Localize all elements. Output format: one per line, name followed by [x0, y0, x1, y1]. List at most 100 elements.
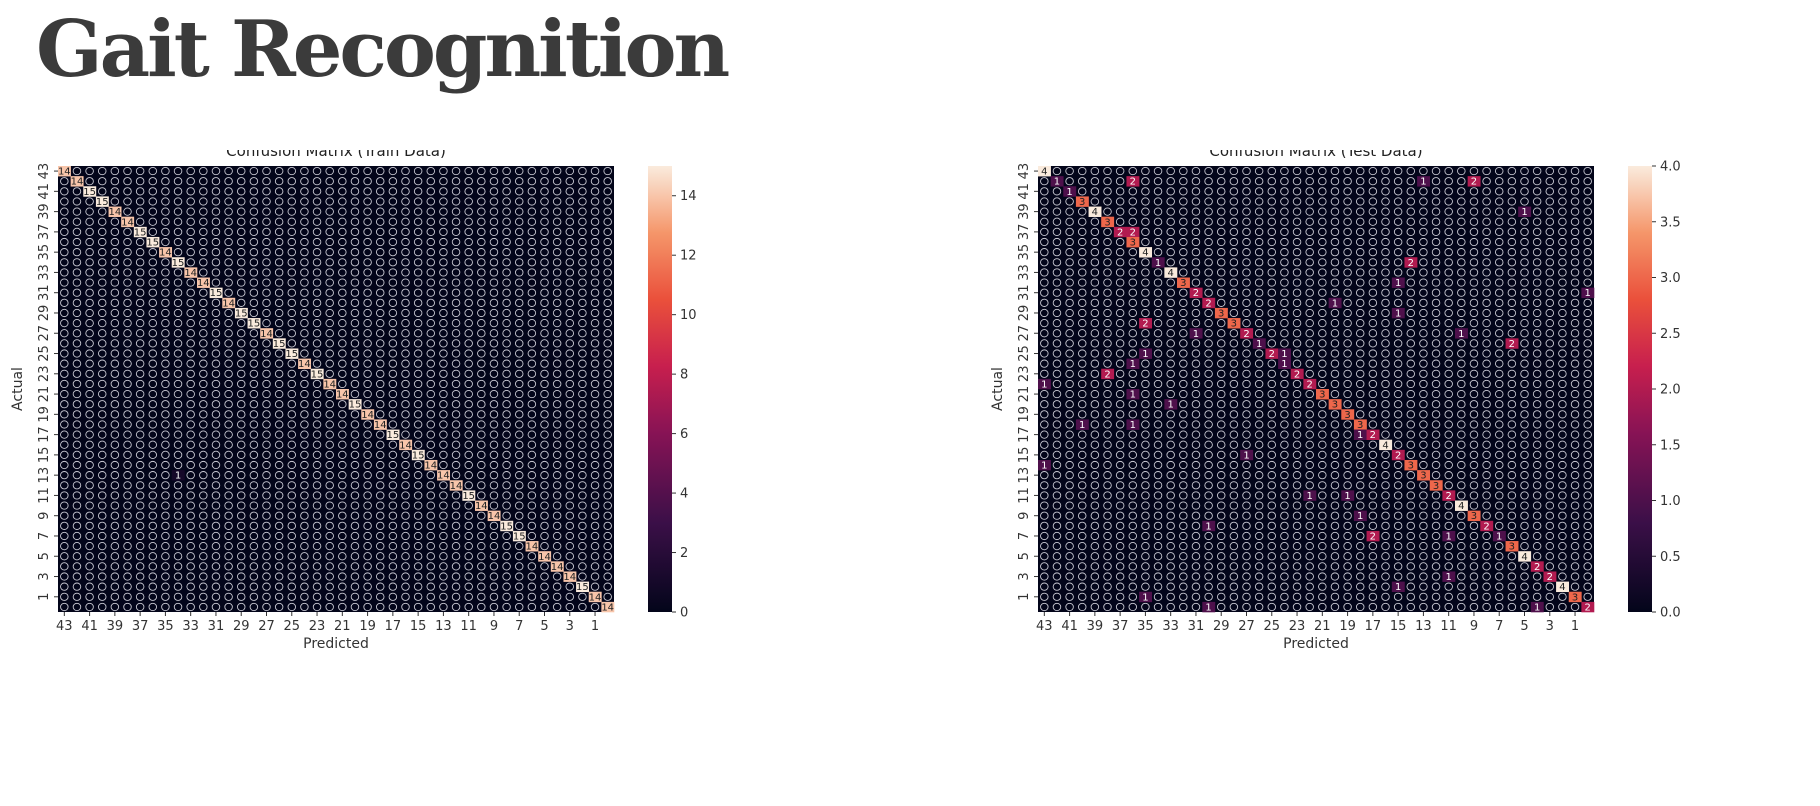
- test-zero-label: [1482, 440, 1491, 449]
- train-zero-label: [325, 552, 334, 561]
- train-zero-label: [527, 389, 537, 399]
- train-zero-label: [325, 237, 334, 247]
- train-zero-label: [426, 420, 436, 429]
- train-cell: [336, 389, 349, 400]
- test-zero-label: [1052, 268, 1062, 277]
- test-zero-label: [1482, 329, 1491, 338]
- test-zero-label: [1267, 207, 1277, 216]
- train-zero-label: [161, 187, 170, 196]
- test-zero-label: [1267, 227, 1277, 236]
- train-zero-label: [350, 369, 360, 378]
- train-zero-label: [148, 339, 158, 348]
- train-zero-label: [325, 389, 334, 399]
- train-zero-label: [161, 197, 170, 206]
- train-zero-label: [186, 258, 195, 267]
- train-cell-label: 15: [273, 339, 286, 350]
- test-zero-label: [1267, 542, 1277, 551]
- train-zero-label: [426, 278, 436, 287]
- train-zero-label: [249, 410, 259, 419]
- train-zero-label: [375, 501, 385, 510]
- train-zero-label: [464, 237, 473, 247]
- test-zero-label: [1204, 258, 1213, 267]
- test-zero-label: [1191, 248, 1201, 257]
- test-zero-label: [1179, 460, 1188, 470]
- train-zero-label: [85, 430, 94, 439]
- train-zero-label: [514, 237, 524, 247]
- train-zero-label: [97, 582, 107, 591]
- test-zero-label: [1406, 501, 1416, 510]
- train-zero-label: [578, 237, 587, 247]
- train-zero-label: [413, 491, 423, 500]
- test-zero-label: [1141, 166, 1150, 176]
- test-zero-label: [1381, 359, 1390, 368]
- train-zero-label: [363, 572, 372, 581]
- test-zero-label: [1368, 582, 1378, 591]
- train-zero-label: [565, 308, 575, 318]
- test-zero-label: [1179, 197, 1188, 206]
- test-cell-label: 2: [1445, 491, 1451, 502]
- test-zero-label: [1280, 237, 1289, 247]
- train-zero-label: [287, 177, 297, 186]
- test-zero-label: [1355, 440, 1365, 449]
- test-zero-label: [1115, 359, 1125, 368]
- train-zero-label: [489, 562, 499, 571]
- test-zero-label: [1507, 166, 1517, 176]
- train-zero-label: [287, 237, 297, 247]
- train-zero-label: [413, 258, 423, 267]
- test-zero-label: [1191, 217, 1201, 226]
- test-zero-label: [1494, 298, 1504, 307]
- test-zero-label: [1166, 298, 1175, 307]
- train-zero-label: [565, 552, 575, 561]
- train-zero-label: [148, 542, 158, 551]
- train-zero-label: [135, 308, 145, 318]
- train-zero-label: [148, 258, 158, 267]
- test-cell-label: 2: [1408, 258, 1414, 269]
- test-zero-label: [1166, 440, 1175, 449]
- train-zero-label: [527, 450, 537, 459]
- test-zero-label: [1077, 248, 1087, 257]
- train-zero-label: [540, 298, 549, 307]
- test-zero-label: [1179, 268, 1188, 277]
- test-zero-label: [1393, 237, 1403, 247]
- train-zero-label: [464, 552, 473, 561]
- train-zero-label: [161, 430, 170, 439]
- train-zero-label: [161, 542, 170, 551]
- train-colorbar-tick-label: 0: [680, 606, 688, 621]
- test-zero-label: [1482, 420, 1491, 429]
- train-zero-label: [148, 400, 158, 409]
- train-zero-label: [224, 227, 233, 236]
- test-zero-label: [1330, 430, 1340, 439]
- test-zero-label: [1077, 258, 1087, 267]
- train-cell: [70, 176, 84, 187]
- train-zero-label: [388, 542, 398, 551]
- train-zero-label: [603, 258, 612, 267]
- train-zero-label: [603, 440, 612, 449]
- test-cell: [1303, 378, 1317, 390]
- train-x-tick-label: 33: [182, 619, 199, 634]
- test-zero-label: [1305, 166, 1314, 176]
- test-zero-label: [1393, 389, 1403, 399]
- test-zero-label: [1330, 420, 1340, 429]
- train-zero-label: [135, 400, 145, 409]
- test-zero-label: [1280, 572, 1289, 581]
- test-zero-label: [1406, 237, 1416, 247]
- test-zero-label: [1520, 248, 1529, 257]
- test-zero-label: [1368, 308, 1378, 318]
- test-zero-label: [1558, 542, 1567, 551]
- train-zero-label: [211, 400, 221, 409]
- train-cell-label: 15: [412, 450, 425, 461]
- test-zero-label: [1115, 511, 1125, 520]
- test-zero-label: [1040, 572, 1049, 581]
- test-zero-label: [1520, 592, 1529, 601]
- train-zero-label: [413, 319, 423, 328]
- train-zero-label: [173, 379, 183, 389]
- test-zero-label: [1191, 227, 1201, 236]
- test-zero-label: [1381, 258, 1390, 267]
- train-zero-label: [135, 278, 145, 287]
- train-zero-label: [426, 602, 436, 612]
- test-zero-label: [1254, 531, 1264, 541]
- train-zero-label: [173, 450, 183, 459]
- train-zero-label: [489, 369, 499, 378]
- test-zero-label: [1077, 298, 1087, 307]
- train-zero-label: [312, 582, 322, 591]
